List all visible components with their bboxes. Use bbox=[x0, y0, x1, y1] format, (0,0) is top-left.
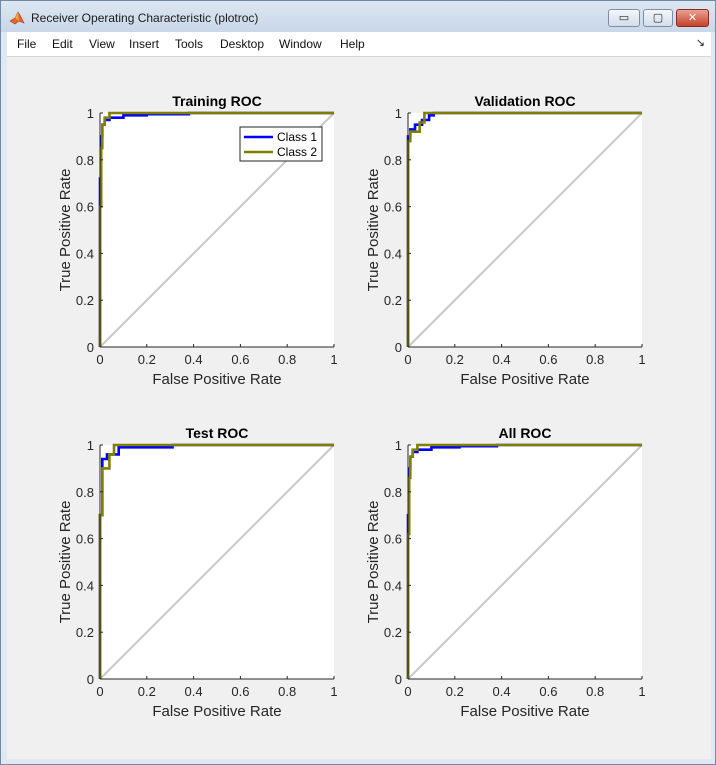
y-tick-label: 1 bbox=[395, 438, 402, 453]
y-tick-label: 0.8 bbox=[76, 153, 94, 168]
menu-tools[interactable]: Tools bbox=[175, 37, 204, 51]
roc-plots: 0 0.2 0.4 0.6 0.8 1 0 0.2 0.4 0.6 0.8 1 Training ROC… bbox=[57, 93, 646, 720]
diagonal-line bbox=[407, 444, 643, 680]
chart-title: Test ROC bbox=[186, 425, 249, 441]
menu-edit[interactable]: Edit bbox=[52, 37, 73, 51]
x-tick-label: 0.6 bbox=[539, 684, 557, 699]
y-tick-label: 0.6 bbox=[384, 532, 402, 547]
x-tick-label: 1 bbox=[638, 352, 645, 367]
y-tick-label: 0 bbox=[395, 340, 402, 355]
y-tick-label: 0 bbox=[395, 672, 402, 687]
menu-view[interactable]: View bbox=[89, 37, 115, 51]
series-line-class-2 bbox=[98, 443, 334, 679]
diagonal-line bbox=[407, 112, 643, 348]
maximize-icon: ▢ bbox=[652, 11, 664, 24]
y-tick-label: 0.2 bbox=[384, 293, 402, 308]
chart-title: All ROC bbox=[499, 425, 552, 441]
y-tick-label: 0.4 bbox=[384, 578, 402, 593]
x-tick-label: 0.8 bbox=[586, 684, 604, 699]
x-tick-label: 0.2 bbox=[138, 684, 156, 699]
minimize-button[interactable]: ▭ bbox=[608, 9, 640, 27]
minimize-icon: ▭ bbox=[618, 11, 630, 24]
x-tick-label: 0.2 bbox=[138, 352, 156, 367]
x-axis-label: False Positive Rate bbox=[460, 703, 589, 720]
y-tick-label: 0.4 bbox=[76, 578, 94, 593]
y-tick-label: 0.6 bbox=[76, 200, 94, 215]
dock-arrow-icon[interactable]: ↘ bbox=[695, 36, 705, 49]
x-axis-label: False Positive Rate bbox=[152, 371, 281, 388]
y-tick-label: 0.2 bbox=[76, 625, 94, 640]
legend-label-class-2: Class 2 bbox=[277, 145, 317, 159]
x-tick-label: 1 bbox=[638, 684, 645, 699]
y-tick-label: 0.6 bbox=[384, 200, 402, 215]
y-tick-label: 0.8 bbox=[384, 153, 402, 168]
legend-label-class-1: Class 1 bbox=[277, 130, 317, 144]
y-tick-label: 0.2 bbox=[384, 625, 402, 640]
x-tick-label: 0.4 bbox=[185, 352, 203, 367]
x-tick-label: 0 bbox=[96, 684, 103, 699]
x-tick-label: 0.8 bbox=[586, 352, 604, 367]
y-axis-label: True Positive Rate bbox=[365, 501, 382, 624]
x-tick-label: 0 bbox=[404, 684, 411, 699]
x-tick-label: 0.6 bbox=[539, 352, 557, 367]
y-tick-label: 1 bbox=[87, 106, 94, 121]
chart-title: Training ROC bbox=[172, 93, 261, 109]
roc-axes-3: 0 0.2 0.4 0.6 0.8 1 0 0.2 0.4 0.6 0.8 1 Test ROC Fals… bbox=[57, 425, 338, 720]
x-tick-label: 0.4 bbox=[493, 352, 511, 367]
y-axis-label: True Positive Rate bbox=[57, 169, 74, 292]
roc-axes-4: 0 0.2 0.4 0.6 0.8 1 0 0.2 0.4 0.6 0.8 1 All ROC False… bbox=[365, 425, 646, 720]
x-tick-label: 0 bbox=[96, 352, 103, 367]
x-tick-label: 0.8 bbox=[278, 352, 296, 367]
x-axis-label: False Positive Rate bbox=[152, 703, 281, 720]
x-tick-label: 0.4 bbox=[493, 684, 511, 699]
title-bar[interactable]: Receiver Operating Characteristic (plotr… bbox=[1, 1, 715, 32]
menu-desktop[interactable]: Desktop bbox=[220, 37, 265, 51]
y-tick-label: 0.6 bbox=[76, 532, 94, 547]
window-title: Receiver Operating Characteristic (plotr… bbox=[31, 11, 259, 25]
series-line-class-2 bbox=[406, 443, 642, 679]
y-tick-label: 1 bbox=[87, 438, 94, 453]
y-tick-label: 0.4 bbox=[76, 246, 94, 261]
series-line-class-2 bbox=[406, 111, 642, 347]
x-tick-label: 0 bbox=[404, 352, 411, 367]
y-tick-label: 0.8 bbox=[384, 485, 402, 500]
menu-bar: File Edit View Insert Tools Desktop Wind… bbox=[7, 32, 711, 57]
figure-canvas: 0 0.2 0.4 0.6 0.8 1 0 0.2 0.4 0.6 0.8 1 Training ROC… bbox=[7, 57, 711, 759]
y-axis-label: True Positive Rate bbox=[365, 169, 382, 292]
y-tick-label: 0.8 bbox=[76, 485, 94, 500]
roc-axes-2: 0 0.2 0.4 0.6 0.8 1 0 0.2 0.4 0.6 0.8 1 Validation R… bbox=[365, 93, 646, 388]
y-tick-label: 0 bbox=[87, 340, 94, 355]
legend-box bbox=[239, 126, 323, 162]
x-tick-label: 1 bbox=[330, 352, 337, 367]
menu-help[interactable]: Help bbox=[340, 37, 365, 51]
x-tick-label: 0.6 bbox=[231, 352, 249, 367]
x-tick-label: 1 bbox=[330, 684, 337, 699]
menu-file[interactable]: File bbox=[17, 37, 37, 51]
roc-axes-1: 0 0.2 0.4 0.6 0.8 1 0 0.2 0.4 0.6 0.8 1 Training ROC… bbox=[57, 93, 338, 388]
close-button[interactable]: ✕ bbox=[676, 9, 709, 27]
x-axis-label: False Positive Rate bbox=[460, 371, 589, 388]
menu-window[interactable]: Window bbox=[279, 37, 322, 51]
matlab-logo-icon bbox=[9, 11, 25, 25]
y-tick-label: 0 bbox=[87, 672, 94, 687]
x-tick-label: 0.8 bbox=[278, 684, 296, 699]
y-tick-label: 0.4 bbox=[384, 246, 402, 261]
diagonal-line bbox=[99, 444, 335, 680]
y-tick-label: 0.2 bbox=[76, 293, 94, 308]
x-tick-label: 0.6 bbox=[231, 684, 249, 699]
x-tick-label: 0.4 bbox=[185, 684, 203, 699]
y-axis-label: True Positive Rate bbox=[57, 501, 74, 624]
maximize-button[interactable]: ▢ bbox=[643, 9, 673, 27]
y-tick-label: 1 bbox=[395, 106, 402, 121]
menu-insert[interactable]: Insert bbox=[129, 37, 160, 51]
x-tick-label: 0.2 bbox=[446, 684, 464, 699]
x-tick-label: 0.2 bbox=[446, 352, 464, 367]
close-icon: ✕ bbox=[687, 11, 698, 24]
chart-title: Validation ROC bbox=[474, 93, 575, 109]
